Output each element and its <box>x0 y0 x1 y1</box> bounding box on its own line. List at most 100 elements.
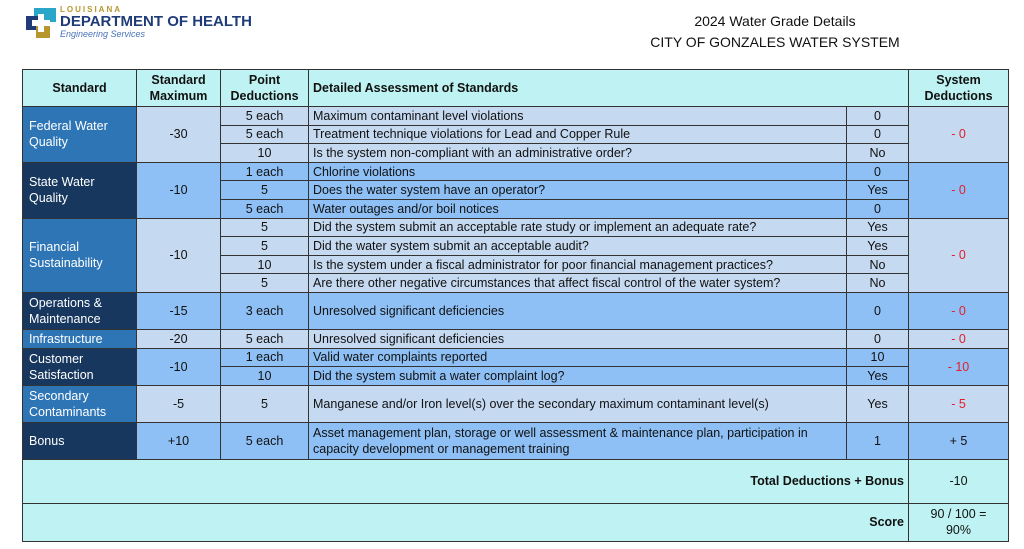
point-deduction: 1 each <box>220 347 309 368</box>
standard-name: Secondary Contaminants <box>22 384 137 423</box>
point-deduction: 5 <box>220 384 309 423</box>
assessment-text: Manganese and/or Iron level(s) over the … <box>308 384 847 423</box>
assessment-text: Did the system submit an acceptable rate… <box>308 217 847 238</box>
table-row: 10 Is the system under a fiscal administr… <box>23 254 1009 275</box>
system-deduction: - 5 <box>908 384 1009 423</box>
assessment-text: Does the water system have an operator? <box>308 180 847 200</box>
table-row: 10 Is the system non-compliant with an ad… <box>23 143 1009 163</box>
standard-max: -5 <box>136 384 221 423</box>
assessment-text: Unresolved significant deficiencies <box>308 328 847 349</box>
assessment-text: Did the water system submit an acceptabl… <box>308 236 847 256</box>
standard-max: -10 <box>136 161 221 219</box>
dept-logo: LOUISIANA DEPARTMENT OF HEALTH Engineeri… <box>26 6 252 40</box>
assessment-text: Is the system non-compliant with an admi… <box>308 143 847 163</box>
assessment-text: Asset management plan, storage or well a… <box>308 421 847 460</box>
assessment-value: Yes <box>846 366 909 386</box>
standard-name: Federal Water Quality <box>22 106 137 163</box>
score-value: 90 / 100 = 90% <box>908 502 1009 542</box>
point-deduction: 10 <box>220 254 309 275</box>
assessment-value: 0 <box>846 198 909 219</box>
health-cross-logo-icon <box>26 8 56 38</box>
logo-state: LOUISIANA <box>60 5 122 14</box>
assessment-text: Water outages and/or boil notices <box>308 198 847 219</box>
assessment-value: 0 <box>846 291 909 330</box>
system-deduction: - 0 <box>908 291 1009 330</box>
assessment-value: 0 <box>846 106 909 126</box>
point-deduction: 5 <box>220 180 309 200</box>
assessment-text: Are there other negative circumstances t… <box>308 273 847 293</box>
assessment-value: 1 <box>846 421 909 460</box>
point-deduction: 5 each <box>220 198 309 219</box>
table-row: 10 Did the system submit a water complain… <box>23 366 1009 386</box>
point-deduction: 5 <box>220 273 309 293</box>
logo-dept: DEPARTMENT OF HEALTH <box>60 13 252 30</box>
grade-table: Standard Standard Maximum Point Deductio… <box>22 69 1009 542</box>
point-deduction: 5 each <box>220 106 309 126</box>
header-points: Point Deductions <box>220 69 309 107</box>
assessment-text: Unresolved significant deficiencies <box>308 291 847 330</box>
table-row: 5 each Treatment technique violations for… <box>23 124 1009 145</box>
standard-name: Customer Satisfaction <box>22 347 137 386</box>
point-deduction: 5 <box>220 236 309 256</box>
standard-name: State Water Quality <box>22 161 137 219</box>
standard-max: +10 <box>136 421 221 460</box>
title-system: CITY OF GONZALES WATER SYSTEM <box>650 34 900 50</box>
title-year: 2024 Water Grade Details <box>694 13 856 29</box>
total-label: Total Deductions + Bonus <box>22 458 909 504</box>
table-row: Infrastructure -20 5 each Unresolved signif… <box>22 328 1009 349</box>
table-row: Financial Sustainability -10 5 Did the syst… <box>22 217 1009 293</box>
system-deduction: - 10 <box>908 347 1009 386</box>
standard-max: -30 <box>136 106 221 163</box>
header-max: Standard Maximum <box>136 69 221 107</box>
system-deduction: - 0 <box>908 217 1009 293</box>
point-deduction: 5 <box>220 217 309 238</box>
assessment-text: Valid water complaints reported <box>308 347 847 368</box>
table-row: State Water Quality -10 1 each Chlorine vio… <box>22 161 1009 219</box>
assessment-value: Yes <box>846 236 909 256</box>
point-deduction: 10 <box>220 143 309 163</box>
header-standard: Standard <box>22 69 137 107</box>
assessment-value: No <box>846 143 909 163</box>
table-row: Secondary Contaminants -5 5 Manganese and/o… <box>22 384 1009 423</box>
table-row: Customer Satisfaction -10 1 each Valid wate… <box>22 347 1009 386</box>
standard-max: -10 <box>136 347 221 386</box>
assessment-text: Treatment technique violations for Lead … <box>308 124 847 145</box>
point-deduction: 10 <box>220 366 309 386</box>
standard-max: -20 <box>136 328 221 349</box>
standard-name: Financial Sustainability <box>22 217 137 293</box>
assessment-value: Yes <box>846 384 909 423</box>
assessment-value: Yes <box>846 217 909 238</box>
standard-name: Operations & Maintenance <box>22 291 137 330</box>
total-value: -10 <box>908 458 1009 504</box>
standard-max: -15 <box>136 291 221 330</box>
assessment-value: Yes <box>846 180 909 200</box>
system-deduction: - 0 <box>908 106 1009 163</box>
table-row: 5 Did the water system submit an acceptab… <box>23 236 1009 256</box>
logo-division: Engineering Services <box>60 29 146 39</box>
table-row: 5 each Water outages and/or boil notices 0 <box>23 198 1009 219</box>
assessment-text: Maximum contaminant level violations <box>308 106 847 126</box>
system-deduction: - 0 <box>908 161 1009 219</box>
assessment-text: Chlorine violations <box>308 161 847 182</box>
table-row: Bonus +10 5 each Asset management plan, sto… <box>22 421 1009 460</box>
header-system-deductions: System Deductions <box>908 69 1009 107</box>
system-deduction: - 0 <box>908 328 1009 349</box>
table-row: Operations & Maintenance -15 3 each Unresol… <box>22 291 1009 330</box>
point-deduction: 3 each <box>220 291 309 330</box>
standard-max: -10 <box>136 217 221 293</box>
standard-name: Infrastructure <box>22 328 137 349</box>
assessment-value: No <box>846 273 909 293</box>
assessment-value: 0 <box>846 124 909 145</box>
system-deduction: + 5 <box>908 421 1009 460</box>
score-row: Score 90 / 100 = 90% <box>22 502 1009 542</box>
assessment-value: 10 <box>846 347 909 368</box>
assessment-value: 0 <box>846 161 909 182</box>
point-deduction: 5 each <box>220 328 309 349</box>
point-deduction: 1 each <box>220 161 309 182</box>
assessment-text: Is the system under a fiscal administrat… <box>308 254 847 275</box>
standard-name: Bonus <box>22 421 137 460</box>
report-title: 2024 Water Grade Details CITY OF GONZALE… <box>600 11 950 53</box>
assessment-value: No <box>846 254 909 275</box>
assessment-value: 0 <box>846 328 909 349</box>
header-row: Standard Standard Maximum Point Deductio… <box>22 69 1009 107</box>
